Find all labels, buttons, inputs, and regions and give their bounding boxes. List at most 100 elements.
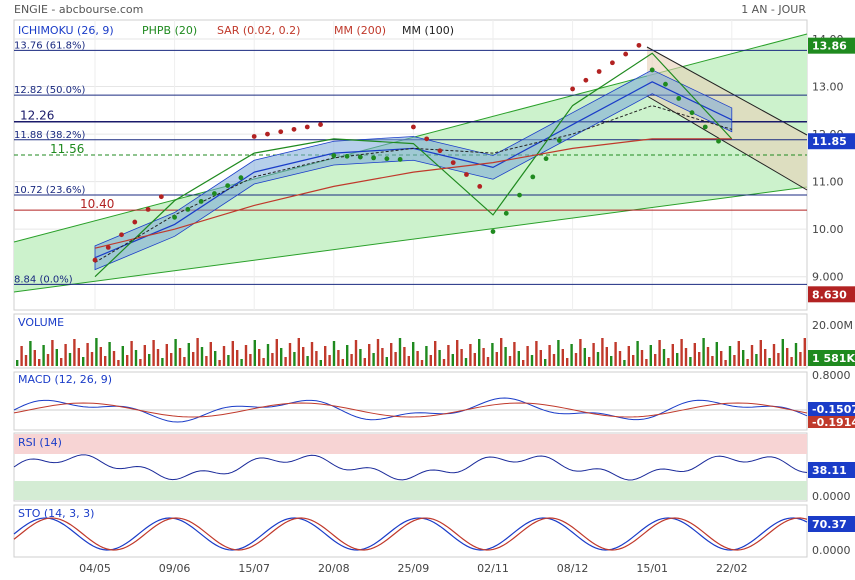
volume-bar	[566, 358, 569, 366]
sar-dot	[636, 42, 642, 48]
volume-bar	[530, 355, 534, 366]
volume-bar	[412, 342, 415, 366]
volume-bar	[491, 343, 494, 366]
y-tick-label: 11.00	[812, 176, 844, 189]
volume-bar	[346, 345, 349, 366]
volume-bar	[667, 358, 670, 366]
volume-bar	[759, 340, 762, 366]
volume-bar	[196, 338, 199, 366]
fib-label: 13.76 (61.8%)	[14, 40, 85, 51]
sar-dot	[477, 183, 483, 189]
x-tick-label: 08/12	[557, 562, 589, 575]
volume-bar	[16, 360, 19, 366]
volume-bar	[394, 352, 397, 366]
sar-dot	[371, 155, 376, 161]
volume-bar	[306, 356, 309, 366]
volume-bar	[104, 356, 107, 366]
volume-bar	[86, 343, 89, 366]
sar-dot	[158, 194, 164, 200]
volume-bar	[192, 352, 195, 366]
volume-bar	[288, 343, 292, 366]
rsi-oversold-band	[14, 481, 807, 500]
volume-bar	[764, 349, 767, 366]
volume-bar	[222, 346, 226, 366]
volume-bar	[429, 355, 432, 366]
fib-label: 8.84 (0.0%)	[14, 274, 73, 285]
volume-bar	[416, 351, 419, 366]
y-tick-label: 13.00	[812, 81, 844, 94]
volume-bar	[456, 340, 459, 366]
volume-bar	[156, 349, 160, 366]
sto-axis-tick: 0.0000	[812, 544, 851, 557]
sar-dot	[424, 136, 430, 142]
volume-bar	[280, 348, 283, 366]
cloud-band	[94, 69, 733, 271]
volume-bar	[240, 359, 243, 366]
sar-dot	[145, 206, 151, 212]
volume-bar	[698, 352, 701, 366]
volume-bar	[715, 342, 718, 366]
volume-bar	[126, 355, 129, 366]
volume-bar	[117, 360, 120, 366]
volume-bar	[214, 351, 217, 366]
volume-bar	[319, 360, 322, 366]
volume-bar	[636, 341, 639, 366]
volume-bar	[227, 355, 230, 366]
volume-bar	[662, 349, 666, 366]
macd-line	[13, 397, 808, 423]
volume-bar	[112, 351, 116, 366]
volume-bar	[178, 348, 182, 366]
volume-bar	[596, 352, 600, 366]
volume-bar	[42, 345, 45, 366]
volume-bar	[658, 340, 661, 366]
sar-dot	[689, 110, 695, 116]
volume-bar	[148, 354, 151, 366]
x-tick-label: 22/02	[716, 562, 748, 575]
volume-bar	[482, 348, 485, 366]
volume-bar	[614, 342, 617, 366]
volume-bar	[799, 352, 802, 366]
sar-dot	[212, 191, 217, 196]
volume-bar	[161, 358, 164, 366]
volume-bar	[803, 338, 806, 366]
sar-dot	[464, 172, 469, 177]
volume-bar	[390, 343, 393, 366]
sar-dot	[556, 138, 562, 143]
volume-bar	[51, 340, 54, 366]
volume-bar	[249, 354, 252, 366]
volume-bar	[341, 359, 344, 366]
volume-bar	[706, 347, 710, 366]
volume-bar	[486, 357, 490, 366]
sar-dot	[623, 51, 629, 57]
volume-bar	[33, 350, 36, 366]
volume-bar	[561, 349, 564, 366]
volume-bar	[442, 359, 446, 366]
volume-bar	[544, 359, 547, 366]
sar-dot	[92, 257, 98, 263]
volume-bar	[337, 350, 340, 366]
volume-bar	[368, 344, 371, 366]
volume-bar	[95, 338, 98, 366]
rsi-overbought-band	[14, 434, 807, 454]
volume-bar	[601, 338, 604, 366]
volume-bar	[77, 348, 80, 366]
sar-dot	[291, 126, 297, 132]
volume-bar	[134, 350, 138, 366]
volume-bar	[724, 360, 727, 366]
volume-bar	[183, 357, 186, 366]
volume-bar	[139, 359, 142, 366]
series-line	[94, 52, 733, 278]
rsi-line	[13, 454, 808, 481]
fib-label: 12.82 (50.0%)	[14, 85, 85, 96]
volume-bar	[526, 346, 529, 366]
sto-k-line	[13, 517, 808, 551]
volume-bar	[623, 360, 626, 366]
sar-dot	[198, 199, 204, 204]
volume-bar	[649, 345, 652, 366]
y-tick-label: 9.000	[812, 271, 844, 284]
sar-dot	[185, 206, 191, 212]
volume-bar	[68, 353, 72, 366]
macd-badge: -0.1507	[812, 403, 855, 416]
sar-dot	[357, 154, 363, 160]
sar-dot	[304, 124, 310, 130]
